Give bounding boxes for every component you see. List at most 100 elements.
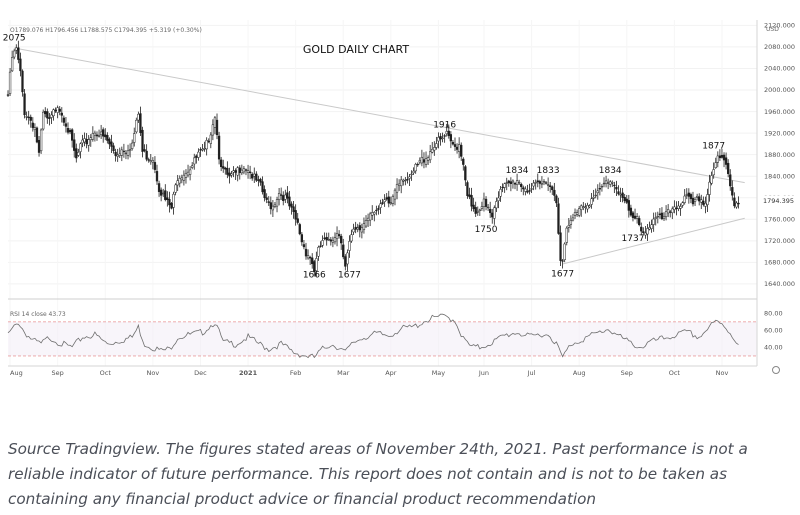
candle [669,209,672,218]
candle [296,212,299,225]
candle [542,179,546,186]
candle [110,134,113,153]
candle [464,164,467,187]
candle [251,172,254,181]
candle [712,162,715,179]
candle [507,179,510,187]
candle [211,119,215,141]
rsi-band-fill [8,322,757,356]
candle [455,143,459,154]
candle [261,176,264,195]
candle [102,127,105,143]
candle [640,222,643,236]
candle [366,213,370,227]
candle [172,191,175,215]
time-tick-label: 2021 [239,369,258,377]
candle [567,218,570,233]
candle [679,203,682,216]
candle [451,140,455,146]
candle [656,211,659,224]
candle [319,241,322,248]
candle [540,176,544,189]
candle [64,117,68,133]
candle [342,238,345,260]
candle [569,215,573,229]
rsi-tick-label: 40.00 [764,344,783,352]
rsi-line [7,313,739,359]
price-annotation: 1916 [433,121,456,131]
candle [695,193,699,201]
candle [112,142,115,154]
candle [718,149,722,162]
candle [443,133,446,143]
candle [578,205,581,218]
candle [153,156,157,174]
candle [412,167,415,175]
candle [155,164,159,185]
candle [462,157,465,171]
candle [650,219,653,233]
candle [244,168,248,176]
candle [358,222,361,238]
source-disclaimer: Source Tradingview. The figures stated a… [8,440,748,508]
time-tick-label: Feb [290,369,302,377]
candle [700,194,703,209]
candle [141,126,144,158]
candle [644,226,647,239]
price-tick-label: 1880.000 [764,151,795,159]
candle [315,251,318,277]
candle [164,184,167,202]
candle [290,201,293,215]
candle [108,137,111,150]
candle [269,196,272,215]
candle [207,138,210,144]
trendlines [14,47,745,265]
candle [114,148,117,162]
candle [406,172,409,184]
candle [658,208,662,219]
candle [75,143,78,163]
candle [553,182,556,202]
candle [54,107,57,113]
candle [106,132,109,144]
candle [379,199,382,214]
candle [381,198,384,205]
candle [600,184,604,192]
candle [145,144,148,162]
candle [422,152,426,169]
candle [288,190,291,210]
candle [286,186,289,204]
candle [638,215,641,227]
candle [170,201,173,210]
trendline [562,217,745,265]
candle [93,130,97,142]
price-tick-label: 1680.000 [764,259,795,267]
candle [280,187,283,201]
candle [329,236,332,246]
time-tick-label: Dec [194,369,207,377]
candle [298,222,301,236]
price-annotation: 1677 [551,269,574,279]
candle [546,177,550,191]
candle [491,208,494,224]
candle [323,232,326,241]
candle [503,182,506,193]
candle [135,117,138,134]
candle [478,208,481,216]
candle [275,196,279,213]
candle [716,151,719,168]
candle [340,233,343,250]
settings-icon[interactable] [772,366,780,374]
candle [13,48,16,60]
price-annotation: 1666 [303,270,326,280]
candle [538,179,541,190]
candle [664,205,668,221]
candle [265,193,268,204]
candle [683,189,686,205]
candle [321,235,324,248]
candle [39,128,43,154]
candle [733,192,736,209]
candles [6,40,740,277]
candle [565,226,568,246]
candle [6,90,10,98]
